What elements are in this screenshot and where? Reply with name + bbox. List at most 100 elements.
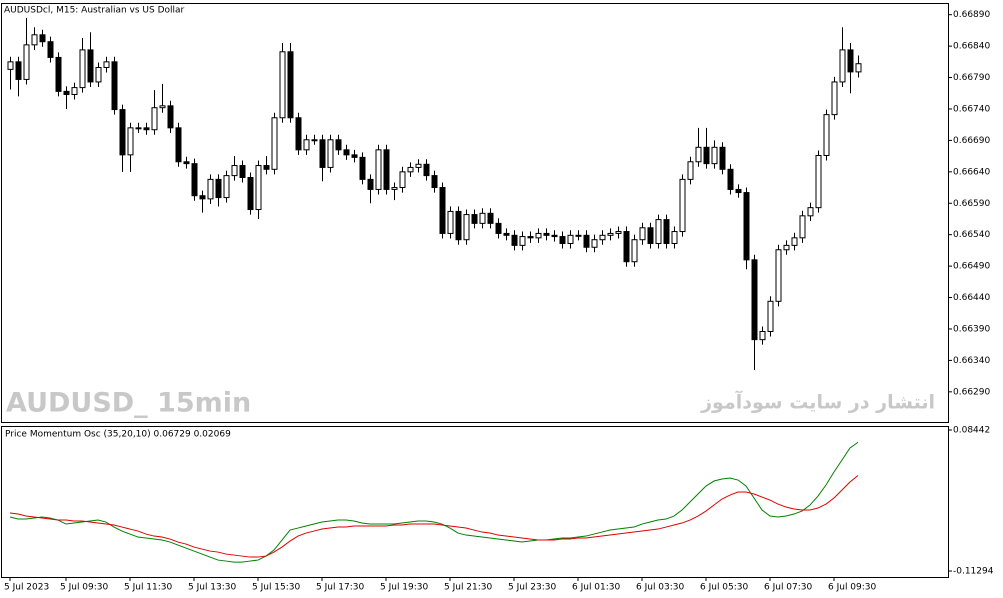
candle-body bbox=[407, 166, 414, 173]
x-tick-label: 5 Jul 17:30 bbox=[316, 583, 365, 593]
candle-body bbox=[719, 146, 726, 170]
candle-body bbox=[55, 56, 62, 92]
candle-body bbox=[127, 127, 134, 156]
candle-body bbox=[111, 61, 118, 111]
candle-body bbox=[223, 175, 230, 199]
candle-body bbox=[615, 231, 622, 234]
candle-body bbox=[471, 214, 478, 224]
candle-body bbox=[415, 163, 422, 168]
y-tick-label: 0.66840 bbox=[953, 42, 990, 52]
candle-body bbox=[487, 212, 494, 224]
candle-body bbox=[687, 161, 694, 180]
candle-body bbox=[359, 156, 366, 180]
candle-body bbox=[607, 232, 614, 236]
y-tick-label: 0.66490 bbox=[953, 262, 990, 272]
candle-body bbox=[847, 49, 854, 73]
candle-body bbox=[7, 61, 14, 70]
candle-body bbox=[663, 219, 670, 244]
y-tick-label: 0.66590 bbox=[953, 199, 990, 209]
candle-body bbox=[375, 149, 382, 190]
candle-body bbox=[583, 234, 590, 248]
oscillator-pane bbox=[1, 426, 949, 578]
candle-body bbox=[711, 146, 718, 165]
candle-body bbox=[167, 105, 174, 129]
candle-body bbox=[575, 234, 582, 237]
candle-body bbox=[551, 234, 558, 238]
candle-body bbox=[159, 105, 166, 109]
candle-body bbox=[479, 212, 486, 224]
candle-body bbox=[655, 219, 662, 244]
watermark: AUDUSD_ 15min bbox=[6, 388, 251, 419]
y-tick-label: 0.66340 bbox=[953, 356, 990, 366]
candle-body bbox=[743, 192, 750, 261]
candle-body bbox=[183, 161, 190, 165]
candle-body bbox=[23, 44, 30, 80]
candle-body bbox=[559, 236, 566, 244]
x-tick-label: 6 Jul 07:30 bbox=[764, 583, 813, 593]
candle-body bbox=[543, 232, 550, 236]
candle-body bbox=[623, 231, 630, 263]
candle-body bbox=[679, 178, 686, 233]
candle-body bbox=[511, 234, 518, 246]
y-tick-label: 0.66440 bbox=[953, 293, 990, 303]
candle-body bbox=[383, 149, 390, 190]
candle-body bbox=[191, 163, 198, 197]
candle-body bbox=[463, 214, 470, 241]
candle-body bbox=[735, 188, 742, 194]
chart-title: AUDUSDcl, M15: Australian vs US Dollar bbox=[4, 6, 185, 16]
candle-body bbox=[727, 168, 734, 190]
candle-body bbox=[175, 127, 182, 163]
candle-body bbox=[399, 171, 406, 189]
candle-body bbox=[271, 117, 278, 170]
candle-body bbox=[439, 187, 446, 234]
y-tick-label: 0.66740 bbox=[953, 104, 990, 114]
candle-body bbox=[495, 222, 502, 234]
candle-body bbox=[807, 207, 814, 217]
candle-body bbox=[703, 146, 710, 165]
x-tick-label: 5 Jul 13:30 bbox=[188, 583, 237, 593]
candle-body bbox=[351, 154, 358, 158]
x-tick-label: 5 Jul 21:30 bbox=[444, 583, 493, 593]
y-tick-label: 0.66640 bbox=[953, 167, 990, 177]
candle-body bbox=[751, 259, 758, 341]
candle-body bbox=[151, 107, 158, 131]
candle-body bbox=[639, 227, 646, 241]
y-tick-label: 0.66290 bbox=[953, 387, 990, 397]
candle-body bbox=[215, 178, 222, 199]
candle-body bbox=[239, 165, 246, 178]
x-tick-label: 5 Jul 09:30 bbox=[60, 583, 109, 593]
candle-body bbox=[591, 239, 598, 248]
y-tick-label: 0.66540 bbox=[953, 230, 990, 240]
oscillator-line bbox=[9, 441, 859, 563]
candle-body bbox=[815, 154, 822, 209]
annotation: انتشار در سایت سودآموز bbox=[700, 390, 935, 414]
candle-body bbox=[287, 51, 294, 119]
candle-body bbox=[63, 90, 70, 96]
candle-body bbox=[343, 149, 350, 156]
main-pane bbox=[1, 3, 949, 423]
candle-body bbox=[255, 165, 262, 211]
candle-body bbox=[79, 49, 86, 89]
x-tick-label: 6 Jul 05:30 bbox=[700, 583, 749, 593]
x-tick-label: 5 Jul 23:30 bbox=[508, 583, 557, 593]
candle-body bbox=[783, 244, 790, 251]
candle-body bbox=[135, 127, 142, 130]
x-tick-label: 6 Jul 09:30 bbox=[828, 583, 877, 593]
candle-body bbox=[671, 231, 678, 244]
y-tick-label: 0.66390 bbox=[953, 324, 990, 334]
candle-body bbox=[311, 139, 318, 142]
candle-body bbox=[143, 127, 150, 131]
candle-body bbox=[367, 178, 374, 190]
x-tick-label: 5 Jul 2023 bbox=[4, 583, 49, 593]
oscillator-line bbox=[9, 475, 859, 558]
candle-body bbox=[247, 176, 254, 211]
y-tick-label: 0.66690 bbox=[953, 136, 990, 146]
candle-body bbox=[263, 165, 270, 170]
candle-body bbox=[535, 232, 542, 239]
candle-body bbox=[527, 236, 534, 239]
x-tick-label: 6 Jul 03:30 bbox=[636, 583, 685, 593]
candle-body bbox=[95, 66, 102, 83]
candle-body bbox=[839, 49, 846, 83]
